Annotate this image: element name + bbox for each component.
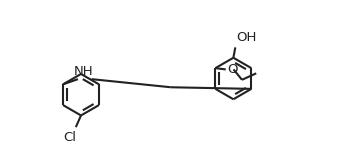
Text: OH: OH [237,31,257,44]
Text: O: O [228,63,238,76]
Text: Cl: Cl [63,131,76,144]
Text: NH: NH [74,65,94,78]
